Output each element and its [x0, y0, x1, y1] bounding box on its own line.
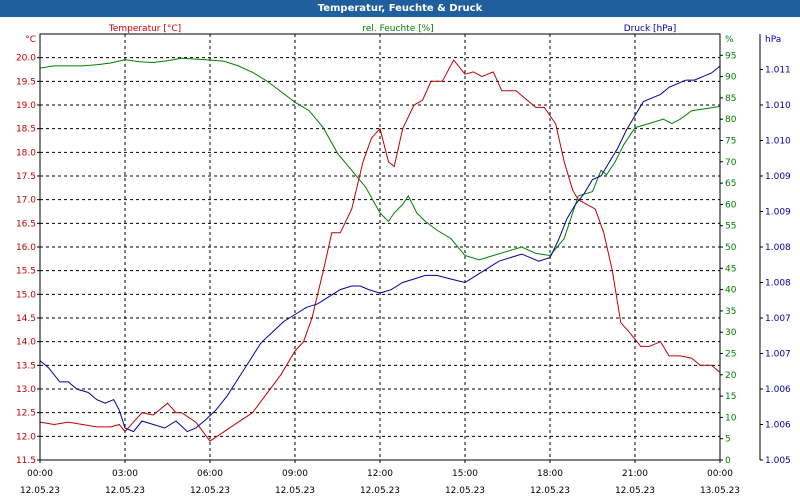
- time-tick-label: 12:00: [367, 469, 393, 479]
- humidity-series-line: [39, 57, 721, 261]
- humidity-tick-label: 60: [725, 200, 737, 210]
- time-tick-label: 21:00: [622, 469, 648, 479]
- humidity-tick-label: 80: [725, 115, 737, 125]
- date-tick-label: 13.05.23: [700, 486, 740, 496]
- title-bar: Temperatur, Feuchte & Druck: [0, 0, 800, 17]
- date-tick-label: 12.05.23: [190, 486, 230, 496]
- temperature-axis-label: Temperatur [°C]: [108, 24, 181, 34]
- pressure-tick-label: 1.010: [765, 137, 791, 147]
- date-tick-label: 12.05.23: [360, 486, 400, 496]
- humidity-tick-label: 85: [725, 94, 736, 104]
- humidity-tick-label: 65: [725, 179, 736, 189]
- time-tick-label: 03:00: [112, 469, 138, 479]
- temperature-tick-label: 11.5: [16, 456, 36, 466]
- pressure-tick-label: 1.008: [765, 279, 791, 289]
- humidity-tick-label: 45: [725, 264, 736, 274]
- temperature-tick-label: 14.5: [16, 314, 36, 324]
- axis-headers: Temperatur [°C] rel. Feuchte [%] Druck [hP…: [108, 24, 676, 34]
- humidity-axis: 0 5 10 15 20 25 30 35 40 45 50 55 60 65 70 75 80 85 90 95%: [720, 35, 737, 466]
- time-axis: 00:00 12.05.23 03:00 12.05.23 06:00 12.05.23 0…: [20, 460, 740, 496]
- pressure-tick-label: 1.005: [765, 456, 791, 466]
- temperature-tick-label: 20.0: [16, 54, 36, 64]
- series-lines: [39, 57, 721, 442]
- pressure-tick-label: 1.011: [765, 66, 791, 76]
- temperature-tick-label: 12.0: [16, 432, 36, 442]
- humidity-unit: %: [725, 35, 734, 45]
- temperature-series-line: [39, 59, 721, 442]
- temperature-tick-label: 16.5: [16, 219, 36, 229]
- humidity-tick-label: 40: [725, 286, 737, 296]
- time-tick-label: 18:00: [537, 469, 563, 479]
- pressure-unit: hPa: [765, 35, 781, 45]
- humidity-tick-label: 90: [725, 73, 737, 83]
- humidity-tick-label: 20: [725, 371, 737, 381]
- humidity-tick-label: 50: [725, 243, 737, 253]
- humidity-tick-label: 0: [725, 456, 731, 466]
- time-tick-label: 15:00: [452, 469, 478, 479]
- temperature-unit: °C: [25, 35, 36, 45]
- humidity-tick-label: 95: [725, 51, 736, 61]
- date-tick-label: 12.05.23: [105, 486, 145, 496]
- humidity-tick-label: 70: [725, 158, 737, 168]
- temperature-tick-label: 16.0: [16, 243, 36, 253]
- humidity-axis-label: rel. Feuchte [%]: [362, 24, 433, 34]
- chart-canvas: 11.5 12.0 12.5 13.0 13.5 14.0 14.5 15.0 15.5 16.0…: [0, 17, 800, 500]
- temperature-tick-label: 18.0: [16, 148, 36, 158]
- humidity-tick-label: 5: [725, 435, 731, 445]
- humidity-tick-label: 35: [725, 307, 736, 317]
- humidity-tick-label: 10: [725, 413, 737, 423]
- date-tick-label: 12.05.23: [20, 486, 60, 496]
- pressure-tick-label: 1.007: [765, 314, 791, 324]
- temperature-tick-label: 19.5: [16, 77, 36, 87]
- temperature-tick-label: 13.5: [16, 361, 36, 371]
- pressure-tick-label: 1.009: [765, 208, 791, 218]
- pressure-axis: 1.005 1.006 1.006 1.007 1.007 1.008 1.008 1.009…: [759, 34, 791, 466]
- pressure-tick-label: 1.007: [765, 350, 791, 360]
- temperature-axis: 11.5 12.0 12.5 13.0 13.5 14.0 14.5 15.0 15.5 16.0…: [16, 35, 40, 466]
- chart-title: Temperatur, Feuchte & Druck: [317, 3, 483, 14]
- humidity-tick-label: 25: [725, 350, 736, 360]
- time-tick-label: 00:00: [707, 469, 733, 479]
- temperature-tick-label: 13.0: [16, 385, 36, 395]
- temperature-tick-label: 15.0: [16, 290, 36, 300]
- temperature-tick-label: 18.5: [16, 125, 36, 135]
- time-tick-label: 06:00: [197, 469, 223, 479]
- pressure-tick-label: 1.006: [765, 421, 791, 431]
- temperature-tick-label: 15.5: [16, 267, 36, 277]
- date-tick-label: 12.05.23: [445, 486, 485, 496]
- temperature-tick-label: 19.0: [16, 101, 36, 111]
- date-tick-label: 12.05.23: [275, 486, 315, 496]
- pressure-tick-label: 1.010: [765, 101, 791, 111]
- temperature-tick-label: 17.0: [16, 196, 36, 206]
- pressure-tick-label: 1.009: [765, 172, 791, 182]
- humidity-tick-label: 75: [725, 137, 736, 147]
- pressure-tick-label: 1.006: [765, 385, 791, 395]
- humidity-tick-label: 30: [725, 328, 737, 338]
- temperature-tick-label: 17.5: [16, 172, 36, 182]
- pressure-axis-label: Druck [hPa]: [624, 24, 677, 34]
- pressure-series-line: [39, 65, 721, 433]
- humidity-tick-label: 55: [725, 222, 736, 232]
- temperature-tick-label: 12.5: [16, 409, 36, 419]
- date-tick-label: 12.05.23: [615, 486, 655, 496]
- time-tick-label: 00:00: [27, 469, 53, 479]
- time-tick-label: 09:00: [282, 469, 308, 479]
- temperature-tick-label: 14.0: [16, 338, 36, 348]
- date-tick-label: 12.05.23: [530, 486, 570, 496]
- pressure-tick-label: 1.008: [765, 243, 791, 253]
- humidity-tick-label: 15: [725, 392, 736, 402]
